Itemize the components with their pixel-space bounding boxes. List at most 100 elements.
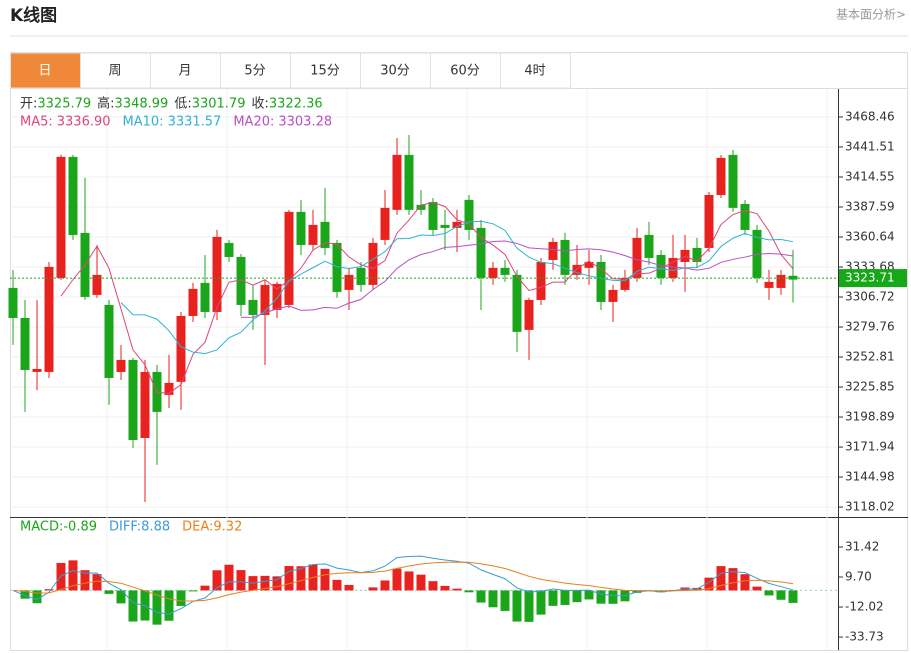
tab-label[interactable]: 周 bbox=[108, 64, 121, 79]
info-text: MA20: bbox=[233, 115, 274, 130]
y-tick-label: 3387.59 bbox=[845, 199, 895, 213]
info-text: 3303.28 bbox=[278, 115, 332, 130]
candle-body bbox=[692, 247, 702, 262]
info-text: 开: bbox=[20, 97, 37, 112]
tab[interactable] bbox=[80, 52, 151, 89]
macd-bar bbox=[200, 585, 210, 591]
macd-bar bbox=[236, 570, 246, 591]
macd-bar bbox=[416, 574, 426, 591]
macd-bar bbox=[296, 566, 306, 591]
candle-body bbox=[116, 359, 126, 372]
candle-body bbox=[620, 277, 630, 290]
y-tick-label: 3360.64 bbox=[845, 229, 895, 243]
tab[interactable] bbox=[500, 52, 571, 89]
info-text: 3331.57 bbox=[168, 115, 222, 130]
macd-bar bbox=[44, 589, 54, 591]
candle-body bbox=[560, 239, 570, 275]
candle-body bbox=[488, 267, 498, 278]
tab-label[interactable]: 4时 bbox=[524, 64, 545, 79]
macd-bar bbox=[584, 590, 594, 600]
candle-body bbox=[764, 281, 774, 288]
candle-body bbox=[536, 261, 546, 300]
macd-bar bbox=[452, 588, 462, 591]
candle-body bbox=[776, 274, 786, 288]
macd-bar bbox=[272, 576, 282, 591]
info-text: 3348.99 bbox=[115, 97, 169, 112]
y-tick-label: 31.42 bbox=[845, 539, 879, 553]
macd-bar bbox=[524, 590, 534, 622]
info-text: MA10: bbox=[123, 115, 164, 130]
candle-body bbox=[440, 224, 450, 228]
macd-bar bbox=[704, 577, 714, 591]
macd-bar bbox=[404, 571, 414, 591]
y-tick-label: 3306.72 bbox=[845, 290, 895, 304]
candle-body bbox=[512, 274, 522, 332]
candle-body bbox=[284, 211, 294, 305]
info-text: 3336.90 bbox=[57, 115, 111, 130]
candle-body bbox=[524, 299, 534, 330]
macd-bar bbox=[176, 590, 186, 606]
ma-line bbox=[60, 201, 794, 394]
tab-label[interactable]: 月 bbox=[178, 64, 191, 79]
macd-bar bbox=[788, 590, 798, 603]
tab[interactable] bbox=[10, 52, 81, 89]
info-text: 高: bbox=[97, 96, 114, 112]
info-text: 8.88 bbox=[141, 520, 170, 535]
tab-label[interactable]: 60分 bbox=[450, 64, 480, 79]
candle-body bbox=[572, 264, 582, 275]
candle-body bbox=[320, 221, 330, 248]
candle-body bbox=[56, 156, 66, 278]
info-text: 低: bbox=[174, 97, 191, 112]
macd-bar bbox=[68, 560, 78, 591]
macd-bar bbox=[212, 570, 222, 591]
candle-body bbox=[308, 224, 318, 245]
candle-body bbox=[452, 221, 462, 228]
candle-body bbox=[728, 154, 738, 208]
macd-bar bbox=[740, 574, 750, 591]
candle-body bbox=[128, 359, 138, 440]
info-text: MACD: bbox=[20, 520, 63, 535]
candle-body bbox=[344, 274, 354, 290]
macd-bar bbox=[716, 566, 726, 591]
macd-bar bbox=[92, 574, 102, 591]
candle-body bbox=[224, 242, 234, 257]
info-text: DEA: bbox=[182, 520, 213, 535]
y-tick-label: 3468.46 bbox=[845, 109, 895, 123]
tab-label[interactable]: 5分 bbox=[244, 64, 265, 79]
macd-bar bbox=[464, 590, 474, 593]
candle-body bbox=[500, 267, 510, 275]
macd-bar bbox=[320, 568, 330, 591]
candle-body bbox=[296, 211, 306, 245]
macd-bar bbox=[260, 575, 270, 591]
macd-bar bbox=[776, 590, 786, 600]
macd-bar bbox=[32, 590, 42, 604]
macd-bar bbox=[56, 562, 66, 591]
page-title: K线图 bbox=[10, 5, 57, 26]
candle-body bbox=[788, 275, 798, 280]
macd-bar bbox=[20, 590, 30, 599]
macd-bar bbox=[152, 590, 162, 625]
candle-body bbox=[272, 283, 282, 310]
y-tick-label: 3198.89 bbox=[845, 410, 895, 424]
candle-body bbox=[392, 154, 402, 210]
tab-label[interactable]: 日 bbox=[38, 64, 51, 79]
macd-bar bbox=[164, 590, 174, 621]
fundamental-link[interactable]: 基本面分析> bbox=[836, 8, 906, 22]
candle-body bbox=[584, 261, 594, 268]
tab-label[interactable]: 30分 bbox=[380, 64, 410, 79]
macd-bar bbox=[728, 568, 738, 591]
candle-body bbox=[548, 241, 558, 260]
tab[interactable] bbox=[220, 52, 291, 89]
candle-body bbox=[632, 237, 642, 278]
candle-body bbox=[476, 227, 486, 278]
y-tick-label: 3279.76 bbox=[845, 320, 895, 334]
tab[interactable] bbox=[150, 52, 221, 89]
y-tick-label: 3252.81 bbox=[845, 350, 895, 364]
candle-body bbox=[428, 201, 438, 230]
candle-body bbox=[140, 371, 150, 438]
macd-bar bbox=[440, 585, 450, 591]
tab-label[interactable]: 15分 bbox=[310, 64, 340, 79]
macd-bar bbox=[428, 581, 438, 591]
info-text: 3322.36 bbox=[269, 97, 323, 112]
tab[interactable] bbox=[360, 52, 431, 89]
